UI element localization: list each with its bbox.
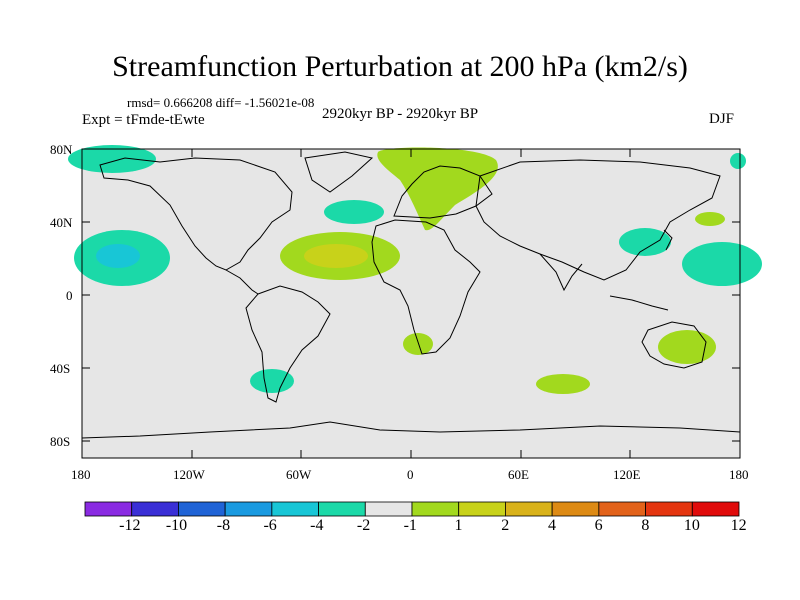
colorbar-label: -1 [403, 517, 417, 534]
coast-central-america [225, 269, 259, 295]
colorbar-box [271, 501, 319, 517]
colorbar-box [178, 501, 226, 517]
lat-label: 80S [50, 434, 71, 449]
colorbar-label: -6 [263, 517, 277, 534]
coast-greenland [304, 151, 374, 193]
coast-africa [371, 219, 481, 355]
colorbar-box [598, 501, 646, 517]
anomaly-north-atlantic [324, 200, 384, 224]
anomaly-europe-arctic [377, 147, 498, 231]
colorbar-label: 4 [547, 517, 556, 534]
colorbar [84, 501, 740, 517]
anomaly-indian-ocean [536, 374, 590, 394]
coast-australia [641, 321, 707, 369]
colorbar-label: 1 [454, 517, 463, 534]
coast-maritime-continent [609, 295, 669, 311]
anomaly-north-pacific-high [68, 145, 156, 173]
period-label: 2920kyr BP - 2920kyr BP [322, 106, 479, 122]
colorbar-label: -2 [356, 517, 371, 534]
anomaly-subtropical-atlantic-core [304, 244, 368, 268]
colorbar-box [84, 501, 133, 517]
lon-label: 0 [407, 467, 414, 482]
colorbar-box [364, 501, 413, 517]
colorbar-label: -8 [216, 517, 231, 534]
coast-europe [393, 165, 493, 219]
stats-line: rmsd= 0.666208 diff= -1.56021e-08 [127, 95, 315, 110]
lat-label: 0 [66, 288, 73, 303]
colorbar-label: 12 [730, 517, 747, 534]
lat-label: 40S [50, 361, 71, 376]
colorbar-box [505, 501, 553, 517]
lon-label: 60E [508, 467, 529, 482]
colorbar-label: -12 [119, 517, 141, 534]
colorbar-box [318, 501, 366, 517]
coast-japan [663, 229, 673, 251]
lat-label: 80N [50, 142, 73, 157]
coast-north-america [99, 157, 293, 271]
colorbar-box [224, 501, 273, 517]
anomaly-arctic-edge [730, 153, 746, 169]
anomaly-east-asia [619, 228, 671, 256]
lon-label: 180 [729, 467, 749, 482]
anomaly-south-atlantic [403, 333, 433, 355]
coast-south-america [245, 285, 331, 403]
anomaly-north-pacific-small [695, 212, 725, 226]
colorbar-label: 10 [683, 517, 700, 534]
colorbar-box [458, 501, 506, 517]
coast-antarctica [81, 421, 741, 439]
coast-asia [475, 159, 721, 281]
colorbar-box [411, 501, 460, 517]
anomaly-south-america [250, 369, 294, 393]
colorbar-box [551, 501, 600, 517]
colorbar-box [691, 501, 740, 517]
coastlines [81, 151, 741, 439]
anomaly-central-pacific-core [96, 244, 140, 268]
lon-label: 60W [286, 467, 312, 482]
colorbar-box [131, 501, 179, 517]
colorbar-label: -4 [310, 517, 324, 534]
lat-label: 40N [50, 215, 73, 230]
lon-label: 120W [173, 467, 205, 482]
season-label: DJF [709, 111, 735, 127]
colorbar-label: 6 [594, 517, 603, 534]
anomaly-fields [68, 145, 762, 394]
colorbar-label: -10 [165, 517, 188, 534]
colorbar-label: 8 [641, 517, 650, 534]
axis-ticks [81, 148, 741, 458]
map-title: Streamfunction Perturbation at 200 hPa (… [112, 50, 688, 83]
anomaly-northwest-pacific [682, 242, 762, 286]
coast-india [539, 253, 583, 292]
lon-label: 120E [613, 467, 641, 482]
colorbar-label: 2 [501, 517, 510, 534]
lon-label: 180 [71, 467, 91, 482]
map-background [82, 149, 740, 458]
colorbar-box [645, 501, 693, 517]
anomaly-australia [658, 330, 716, 364]
experiment-label: Expt = tFmde-tEwte [82, 112, 205, 128]
